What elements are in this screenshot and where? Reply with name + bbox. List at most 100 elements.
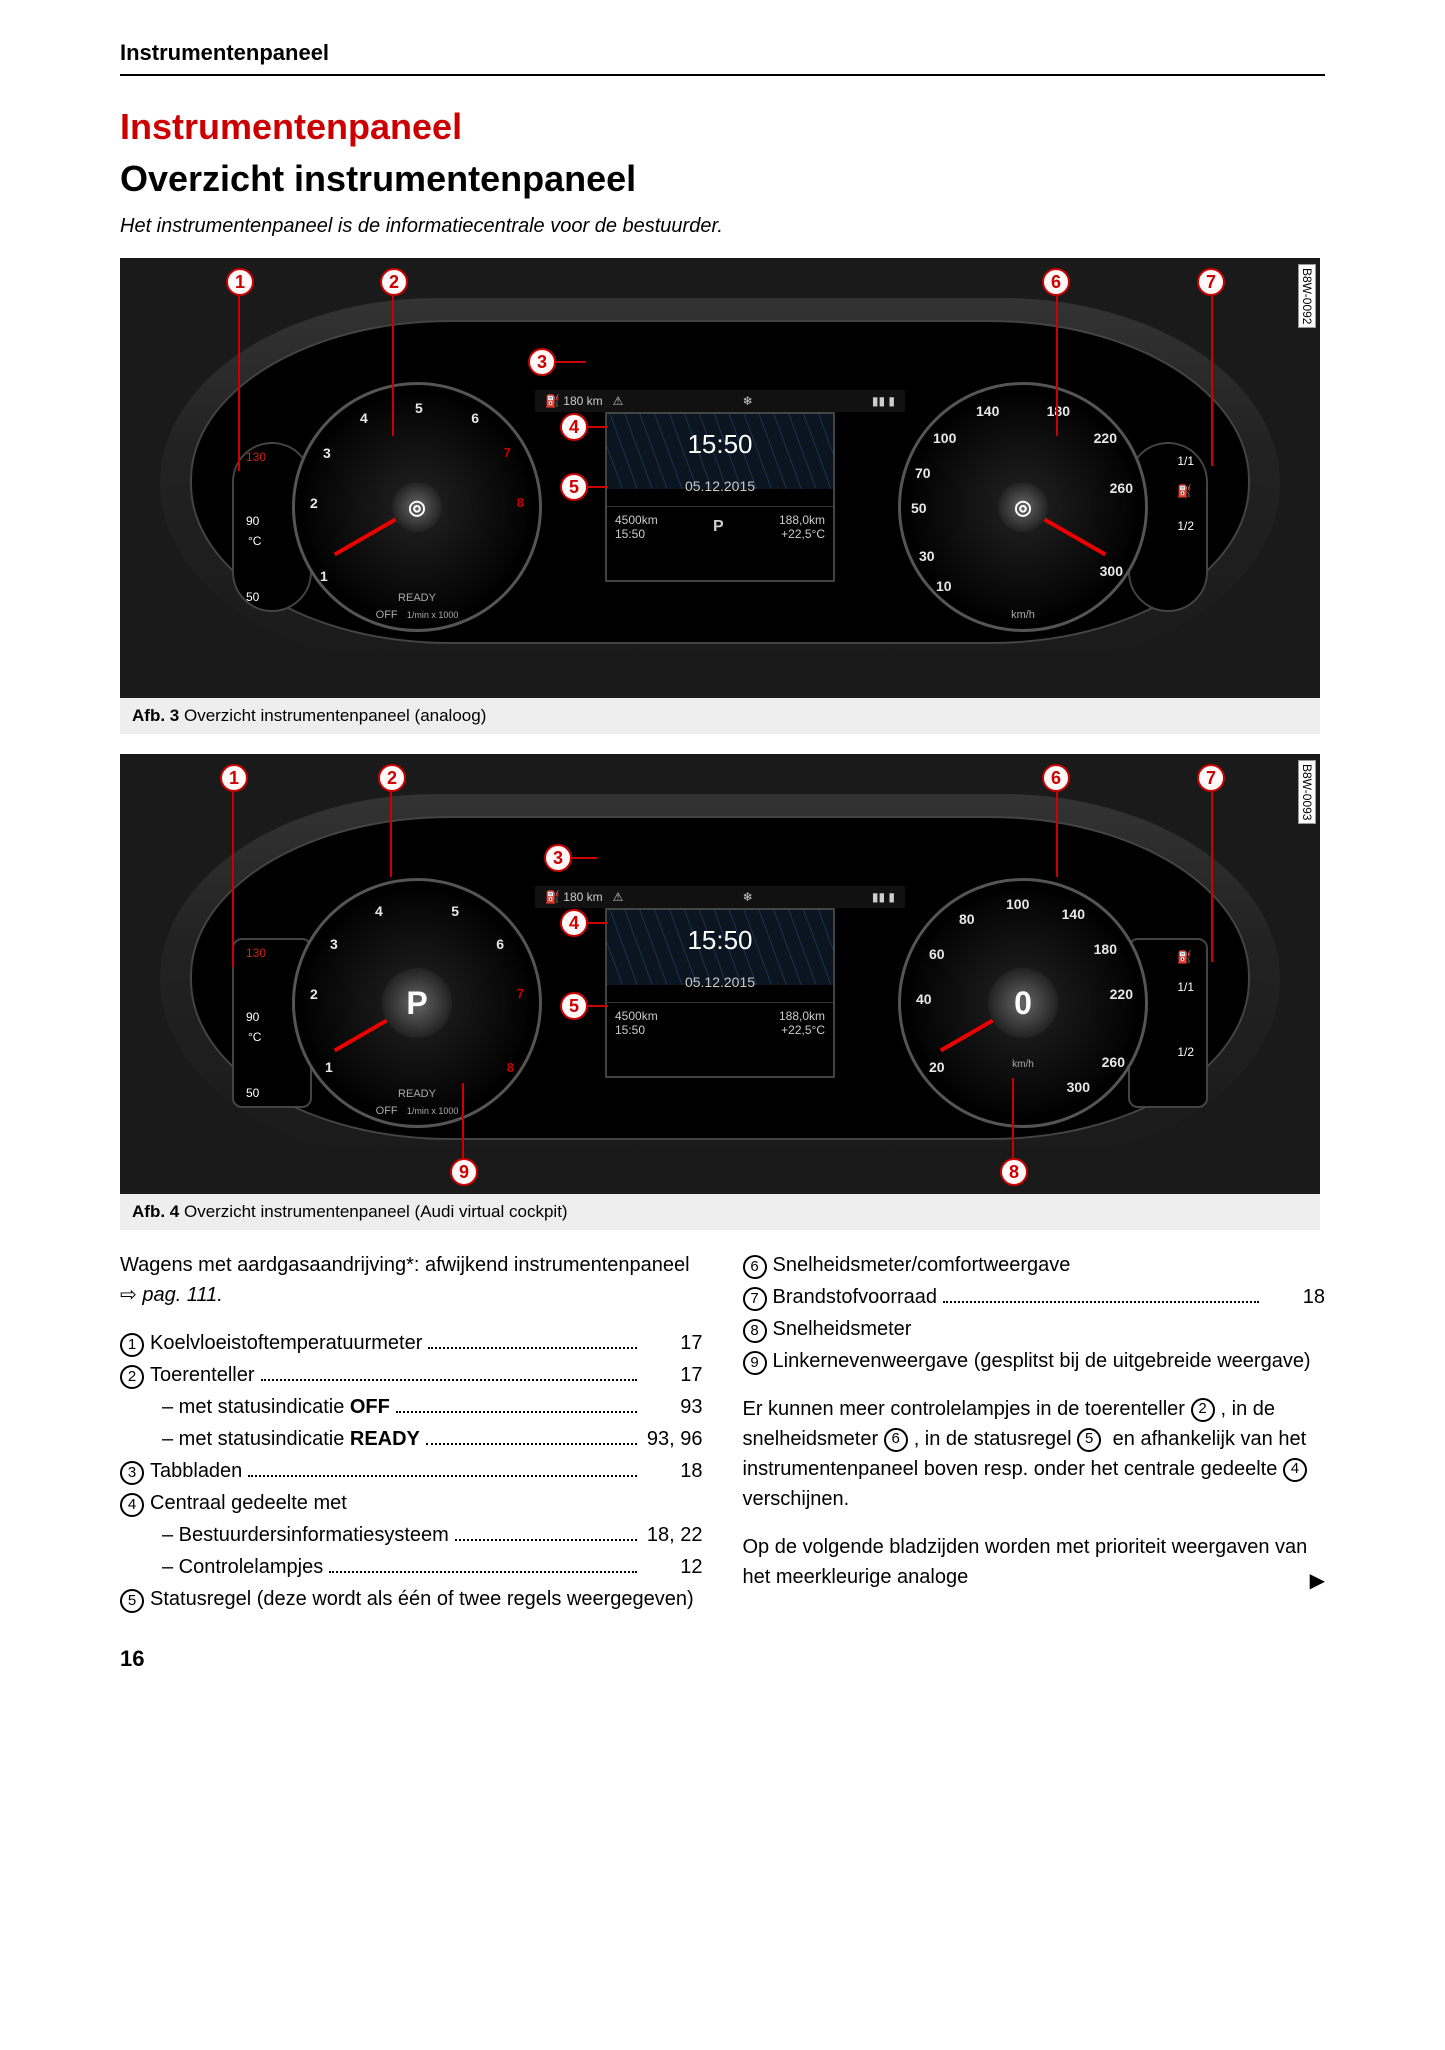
legend-label: – Controlelampjes xyxy=(162,1552,323,1582)
legend-page: 18, 22 xyxy=(643,1520,703,1550)
speedometer-2: 20 40 60 80 100 140 180 220 260 300 0 km… xyxy=(898,878,1148,1128)
temp-130: 130 xyxy=(246,450,266,464)
fig2-caption-text: Overzicht instrumentenpaneel (Audi virtu… xyxy=(184,1202,568,1221)
range-icon: ⛽ 180 km ⚠ xyxy=(545,394,623,408)
t8b: 8 xyxy=(507,1060,514,1075)
s260: 260 xyxy=(1110,480,1133,496)
legend-label: Brandstofvoorraad xyxy=(773,1282,938,1312)
ref-5: 5 xyxy=(1077,1428,1101,1452)
legend-number: 7 xyxy=(743,1287,767,1311)
legend-dots xyxy=(248,1475,636,1477)
mid-bl2: 15:50 xyxy=(615,527,645,541)
legend-dots xyxy=(426,1443,637,1445)
legend-label: Centraal gedeelte met xyxy=(150,1488,347,1518)
legend-number: 1 xyxy=(120,1333,144,1357)
tachometer: 1 2 3 4 5 6 7 8 ◎ READY OFF 1/min x 1000 xyxy=(292,382,542,632)
marker2-1: 1 xyxy=(220,764,248,792)
legend-label: – met statusindicatie READY xyxy=(162,1424,420,1454)
fuel-icon-b: ⛽ xyxy=(1177,950,1192,964)
tachometer-2: 1 2 3 4 5 6 7 8 P READY OFF 1/min x 1000 xyxy=(292,878,542,1128)
mid-bl1-2: 4500km xyxy=(615,1009,658,1023)
mid-br2-2: +22,5°C xyxy=(781,1023,825,1037)
title-red: Instrumentenpaneel xyxy=(120,106,1325,148)
legend-page: 18 xyxy=(1265,1282,1325,1312)
subtitle: Overzicht instrumentenpaneel xyxy=(120,158,1325,200)
speedo-center-0: 0 xyxy=(988,968,1058,1038)
right-icons: ▮▮ ▮ xyxy=(872,394,895,408)
s300: 300 xyxy=(1100,563,1123,579)
m2-5-line xyxy=(588,1005,608,1007)
dashboard-body: 130 90 50 °C 1/1 1/2 ⛽ 1 2 3 4 5 6 7 8 xyxy=(160,298,1280,668)
speedometer: 10 30 50 70 100 140 180 220 260 300 ◎ km… xyxy=(898,382,1148,632)
temp-90: 90 xyxy=(246,514,259,528)
temp-50: 50 xyxy=(246,590,259,604)
legend-line: 1Koelvloeistoftemperatuurmeter17 xyxy=(120,1328,703,1358)
center-icon: ❄ xyxy=(743,394,753,408)
s180b: 180 xyxy=(1094,941,1117,957)
legend-dots xyxy=(943,1301,1259,1303)
marker2-3: 3 xyxy=(544,844,572,872)
marker-3: 3 xyxy=(528,348,556,376)
tacho-off: OFF 1/min x 1000 xyxy=(295,609,539,621)
legend-line: – met statusindicatie OFF93 xyxy=(120,1392,703,1422)
fuel-full: 1/1 xyxy=(1177,454,1194,468)
m2-3-line xyxy=(572,857,597,859)
intro-italic: Het instrumentenpaneel is de informatiec… xyxy=(120,215,1325,238)
tacho-off-2: OFF 1/min x 1000 xyxy=(295,1105,539,1117)
legend-number: 4 xyxy=(120,1493,144,1517)
fuel-icon: ⛽ xyxy=(1177,484,1192,498)
t5b: 5 xyxy=(451,903,459,919)
marker-4-line xyxy=(588,426,608,428)
ref-6: 6 xyxy=(884,1428,908,1452)
page-number: 16 xyxy=(120,1646,1325,1672)
t1b: 1 xyxy=(325,1059,333,1075)
m2-6-line xyxy=(1056,792,1058,877)
marker-4: 4 xyxy=(560,413,588,441)
legend-line: 3Tabbladen18 xyxy=(120,1456,703,1486)
fuel-half: 1/2 xyxy=(1177,519,1194,533)
m2-4-line xyxy=(588,922,608,924)
s100b: 100 xyxy=(1006,896,1029,912)
t2: 2 xyxy=(310,495,318,511)
mid-time: 15:50 xyxy=(607,429,833,460)
legend-label: Toerenteller xyxy=(150,1360,255,1390)
fig2-caption-bold: Afb. 4 xyxy=(132,1202,179,1221)
legend-line: 4Centraal gedeelte met xyxy=(120,1488,703,1518)
fig1-caption: Afb. 3 Overzicht instrumentenpaneel (ana… xyxy=(120,698,1320,734)
figure-1: B8W-0092 130 90 50 °C 1/1 1/2 ⛽ 1 2 3 4 xyxy=(120,258,1320,698)
s10: 10 xyxy=(936,578,952,594)
status-top-bar-2: ⛽ 180 km ⚠ ❄ ▮▮ ▮ xyxy=(535,886,905,908)
legend-label: – met statusindicatie OFF xyxy=(162,1392,390,1422)
t1: 1 xyxy=(320,568,328,584)
speedo-unit: km/h xyxy=(901,609,1145,621)
legend-label: Linkernevenweergave (gesplitst bij de ui… xyxy=(773,1346,1311,1376)
right-icons-2: ▮▮ ▮ xyxy=(872,890,895,904)
legend-label: Koelvloeistoftemperatuurmeter xyxy=(150,1328,422,1358)
tacho-ready-2: READY xyxy=(295,1088,539,1100)
continue-icon: ▶ xyxy=(1310,1566,1325,1596)
legend-line: – Controlelampjes12 xyxy=(120,1552,703,1582)
s40b: 40 xyxy=(916,991,932,1007)
dashboard-body-2: 130 90 50 °C 1/1 1/2 ⛽ 1 2 3 4 5 6 7 8 P xyxy=(160,794,1280,1164)
s180: 180 xyxy=(1047,403,1070,419)
mid-br1: 188,0km xyxy=(779,513,825,527)
marker-7: 7 xyxy=(1197,268,1225,296)
legend-line: 9Linkernevenweergave (gesplitst bij de u… xyxy=(743,1346,1326,1376)
legend-line: 5Statusregel (deze wordt als één of twee… xyxy=(120,1584,703,1614)
m2-9-line xyxy=(462,1083,464,1158)
s300b: 300 xyxy=(1067,1079,1090,1095)
mid-br2: +22,5°C xyxy=(781,527,825,541)
legend-line: 8Snelheidsmeter xyxy=(743,1314,1326,1344)
legend-number: 9 xyxy=(743,1351,767,1375)
legend-label: – Bestuurdersinformatiesysteem xyxy=(162,1520,449,1550)
legend-label: Snelheidsmeter xyxy=(773,1314,912,1344)
fig2-side-label: B8W-0093 xyxy=(1298,760,1316,824)
bezel-2: 130 90 50 °C 1/1 1/2 ⛽ 1 2 3 4 5 6 7 8 P xyxy=(190,816,1250,1140)
legend-label: Statusregel (deze wordt als één of twee … xyxy=(150,1584,694,1614)
t7: 7 xyxy=(504,445,511,460)
marker2-6: 6 xyxy=(1042,764,1070,792)
tacho-center: ◎ xyxy=(392,482,442,532)
legend-line: 7Brandstofvoorraad 18 xyxy=(743,1282,1326,1312)
marker-3-line xyxy=(556,361,586,363)
mid-date: 05.12.2015 xyxy=(607,478,833,494)
